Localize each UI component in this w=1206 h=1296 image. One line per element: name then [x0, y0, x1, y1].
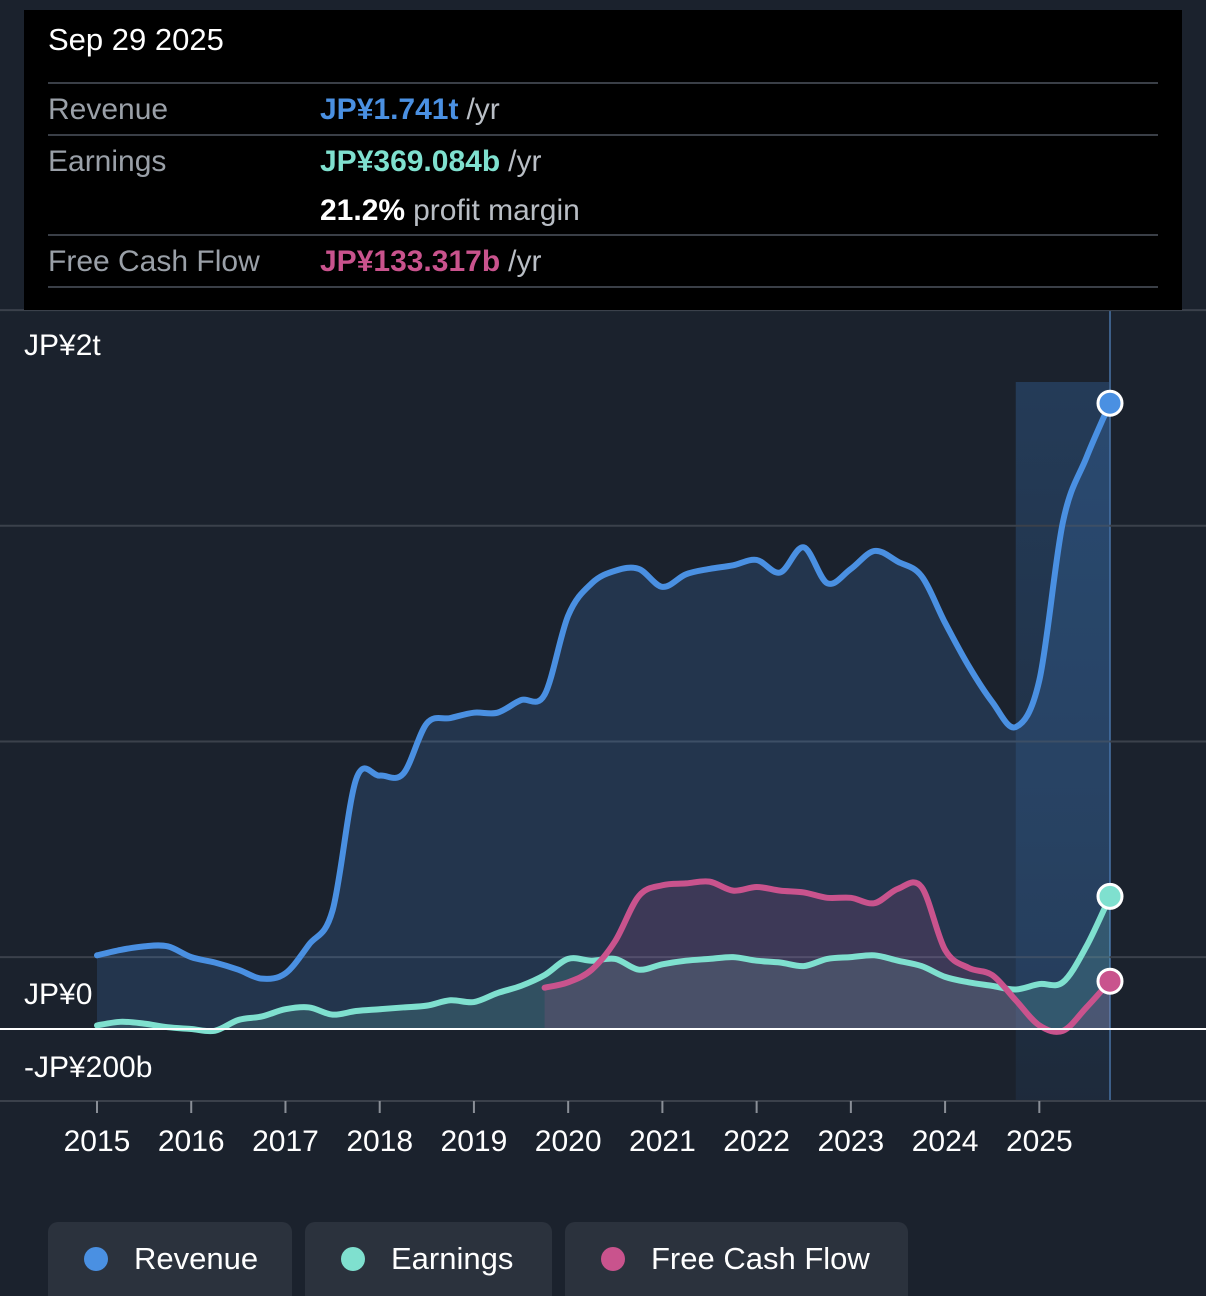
tooltip-fcf-value: JP¥133.317b: [320, 245, 501, 278]
x-tick-label: 2025: [1006, 1125, 1073, 1158]
tooltip-earnings-value: JP¥369.084b: [320, 145, 501, 178]
legend-revenue[interactable]: Revenue: [48, 1222, 292, 1296]
revenue-area: [97, 403, 1110, 1029]
x-tick-label: 2020: [535, 1125, 602, 1158]
tooltip-earnings-unit: /yr: [508, 145, 542, 178]
legend-earnings-label: Earnings: [391, 1241, 514, 1276]
x-tick-label: 2016: [158, 1125, 225, 1158]
legend-revenue-dot-icon: [84, 1247, 108, 1271]
revenue-endpoint: [1096, 389, 1124, 417]
y-tick-label: -JP¥200b: [24, 1051, 152, 1084]
chart-endpoints: [1096, 389, 1124, 995]
tooltip-revenue-unit: /yr: [466, 93, 500, 126]
legend-earnings[interactable]: Earnings: [305, 1222, 552, 1296]
chart-lines: [94, 400, 1113, 1035]
earnings-endpoint: [1096, 882, 1124, 910]
revenue-line: [94, 400, 1113, 982]
tooltip-fcf-unit: /yr: [508, 245, 542, 278]
tooltip-revenue-value: JP¥1.741t: [320, 93, 459, 126]
tooltip-profit-margin-value: 21.2%: [320, 194, 406, 227]
legend-revenue-label: Revenue: [134, 1241, 259, 1276]
tooltip-profit-margin-text: profit margin: [413, 194, 580, 227]
x-tick-label: 2022: [723, 1125, 790, 1158]
y-tick-label: JP¥0: [24, 978, 92, 1011]
y-tick-label: JP¥2t: [24, 329, 101, 362]
tooltip-row-fcf: Free Cash Flow JP¥133.317b/yr: [48, 236, 1158, 288]
tooltip-earnings-label: Earnings: [48, 145, 167, 178]
tooltip-date: Sep 29 2025: [48, 10, 1158, 84]
legend-fcf[interactable]: Free Cash Flow: [565, 1222, 908, 1296]
x-tick-label: 2023: [817, 1125, 884, 1158]
legend-fcf-label: Free Cash Flow: [651, 1241, 870, 1276]
x-tick-label: 2021: [629, 1125, 696, 1158]
tooltip-revenue-label: Revenue: [48, 93, 169, 126]
tooltip-row-revenue: Revenue JP¥1.741t/yr: [48, 84, 1158, 136]
tooltip-panel: Sep 29 2025 Revenue JP¥1.741t/yr Earning…: [24, 10, 1182, 310]
chart-areas: [97, 403, 1110, 1032]
tooltip-fcf-label: Free Cash Flow: [48, 245, 260, 278]
x-tick-label: 2018: [346, 1125, 413, 1158]
legend-earnings-dot-icon: [341, 1247, 365, 1271]
x-tick-label: 2019: [441, 1125, 508, 1158]
fcf-endpoint: [1096, 967, 1124, 995]
legend-fcf-dot-icon: [601, 1247, 625, 1271]
x-tick-label: 2024: [912, 1125, 979, 1158]
tooltip-row-earnings: Earnings JP¥369.084b/yr 21.2% profit marg…: [48, 136, 1158, 236]
x-tick-label: 2017: [252, 1125, 319, 1158]
chart-axes: JP¥2t JP¥0 -JP¥200b 2015 2016 2017 2018 2019 202…: [0, 329, 1206, 1158]
fcf-line: [541, 878, 1113, 1035]
x-tick-label: 2015: [64, 1125, 131, 1158]
earnings-area: [97, 896, 1110, 1032]
